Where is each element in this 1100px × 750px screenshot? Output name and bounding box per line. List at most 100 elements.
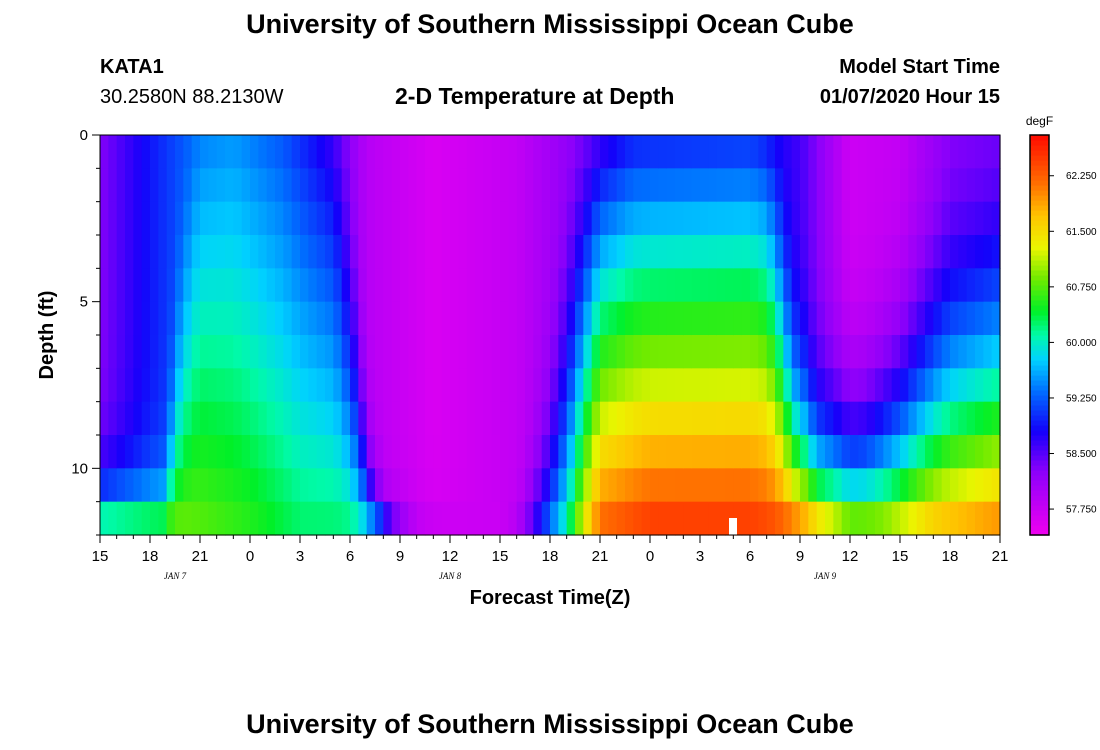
heatmap-cell [858,201,868,236]
heatmap-cell [216,368,226,403]
heatmap-cell [933,435,943,469]
heatmap-cell [783,401,793,436]
heatmap-cell [433,501,443,536]
heatmap-cell [391,335,401,369]
heatmap-cell [283,168,293,203]
heatmap-cell [725,301,734,336]
heatmap-cell [966,168,976,203]
heatmap-cell [733,335,743,369]
heatmap-cell [825,201,834,236]
heatmap-cell [341,235,351,269]
heatmap-cell [133,335,143,369]
heatmap-cell [450,401,459,436]
heatmap-cell [858,468,868,503]
heatmap-cell [458,335,468,369]
heatmap-cell [566,168,576,203]
footer-title: University of Southern Mississippi Ocean… [246,709,854,739]
heatmap-cell [400,335,409,369]
y-axis: 0 5 10 [71,127,100,536]
heatmap-cell [558,168,568,203]
heatmap-cell [508,235,518,269]
heatmap-cell [725,201,734,236]
heatmap-cell [266,168,276,203]
heatmap-cell [875,168,884,203]
heatmap-cell [341,401,351,436]
heatmap-cell [791,201,801,236]
colorbar-swatch [1030,210,1049,216]
heatmap-cell [633,135,643,169]
heatmap-cell [475,401,484,436]
colorbar-swatch [1030,325,1049,331]
heatmap-cell [133,301,143,336]
heatmap-cell [666,401,676,436]
heatmap-cell [175,268,184,303]
heatmap-cell [641,401,651,436]
colorbar-swatch [1030,475,1049,481]
heatmap-cell [958,201,968,236]
heatmap-cell [858,135,868,169]
heatmap-cell [383,468,393,503]
heatmap-cell [400,168,409,203]
heatmap-cell [608,201,618,236]
heatmap-cell [875,201,884,236]
colorbar-swatch [1030,190,1049,196]
heatmap-cell [708,301,718,336]
heatmap-cell [133,368,143,403]
heatmap-cell [191,468,201,503]
heatmap-cell [266,468,276,503]
heatmap-cell [841,401,851,436]
heatmap-cell [325,501,334,536]
heatmap-cell [625,501,634,536]
heatmap-cell [958,168,968,203]
heatmap-cell [258,335,268,369]
heatmap-cell [683,401,693,436]
heatmap-cell [241,168,251,203]
heatmap-cell [233,201,243,236]
heatmap-cell [100,401,109,436]
heatmap-cell [708,201,718,236]
heatmap-cell [416,301,426,336]
heatmap-cell [291,335,301,369]
heatmap-cell [716,468,726,503]
heatmap-cell [250,401,259,436]
heatmap-cell [408,501,418,536]
colorbar-swatch [1030,220,1049,226]
heatmap-cell [416,335,426,369]
heatmap-cell [566,435,576,469]
heatmap-cell [275,235,284,269]
heatmap-cell [241,135,251,169]
heatmap-cell [816,268,826,303]
heatmap-cell [808,301,818,336]
colorbar-swatch [1030,455,1049,461]
heatmap-cell [233,435,243,469]
heatmap-cells [100,135,1001,536]
heatmap-cell [258,468,268,503]
heatmap-cell [166,401,176,436]
heatmap-cell [125,468,134,503]
heatmap-cell [258,235,268,269]
heatmap-cell [308,368,318,403]
heatmap-cell [433,268,443,303]
heatmap-cell [725,268,734,303]
heatmap-cell [300,368,309,403]
colorbar-swatch [1030,155,1049,161]
heatmap-cell [741,368,751,403]
heatmap-cell [541,435,551,469]
heatmap-cell [450,335,459,369]
heatmap-cell [983,301,993,336]
colorbar-swatch [1030,255,1049,261]
heatmap-cell [225,235,234,269]
heatmap-cell [691,168,701,203]
heatmap-cell [158,501,168,536]
heatmap-cell [233,368,243,403]
heatmap-cell [150,435,159,469]
heatmap-cell [808,201,818,236]
heatmap-cell [366,168,376,203]
heatmap-cell [416,501,426,536]
heatmap-cell [866,235,876,269]
y-tick-label: 5 [80,294,88,311]
heatmap-cell [141,201,151,236]
colorbar-swatch [1030,340,1049,346]
heatmap-cell [233,401,243,436]
colorbar-frame [1029,134,1050,536]
